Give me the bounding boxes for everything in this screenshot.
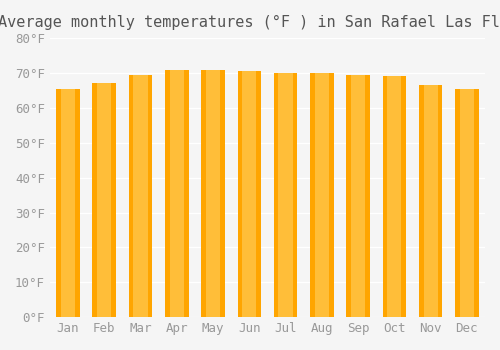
Bar — [351, 75, 365, 317]
Bar — [61, 89, 75, 317]
Bar — [388, 77, 402, 317]
Bar — [170, 70, 184, 317]
Bar — [346, 75, 370, 317]
Bar — [382, 77, 406, 317]
Bar — [128, 75, 152, 317]
Bar — [165, 70, 188, 317]
Bar — [315, 73, 329, 317]
Bar — [310, 73, 334, 317]
Bar — [242, 71, 256, 317]
Bar — [238, 71, 261, 317]
Bar — [278, 73, 292, 317]
Bar — [455, 89, 478, 317]
Bar — [202, 70, 225, 317]
Bar — [56, 89, 80, 317]
Bar — [460, 89, 474, 317]
Bar — [206, 70, 220, 317]
Bar — [274, 73, 297, 317]
Bar — [424, 85, 438, 317]
Bar — [419, 85, 442, 317]
Bar — [92, 83, 116, 317]
Title: Average monthly temperatures (°F ) in San Rafael Las Flores: Average monthly temperatures (°F ) in Sa… — [0, 15, 500, 30]
Bar — [97, 83, 112, 317]
Bar — [134, 75, 147, 317]
